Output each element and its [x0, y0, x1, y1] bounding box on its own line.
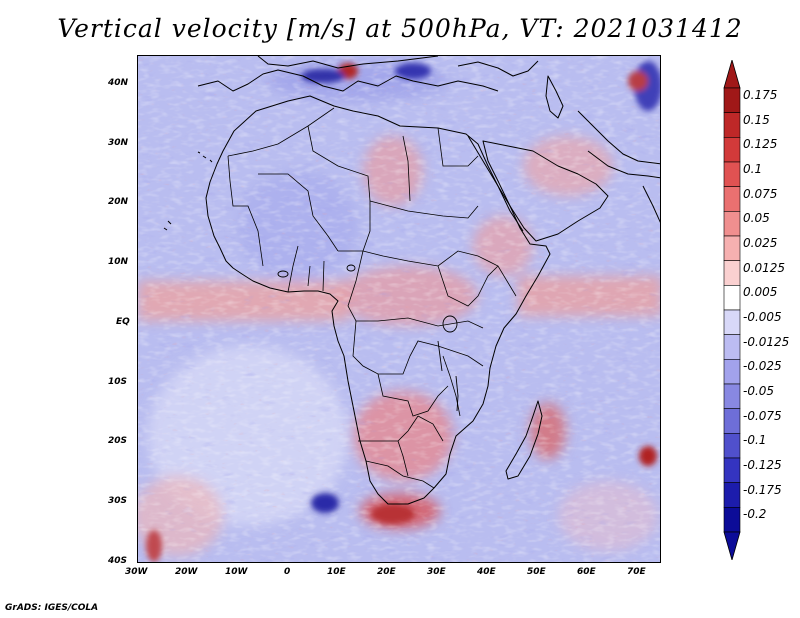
colorbar-swatch	[723, 408, 741, 434]
colorbar-swatch	[723, 186, 741, 212]
colorbar-swatch	[723, 285, 741, 311]
lon-tick-10w: 10W	[225, 567, 248, 577]
colorbar-label: -0.025	[743, 359, 782, 374]
colorbar-label: 0.025	[743, 236, 778, 250]
colorbar-swatch	[723, 507, 741, 533]
colorbar-top-arrow	[723, 60, 741, 89]
lakes	[277, 264, 459, 412]
lat-tick-30n: 30N	[108, 138, 129, 148]
colorbar-swatch	[723, 235, 741, 261]
colorbar-swatch	[723, 260, 741, 286]
colorbar-bottom-arrow	[723, 531, 741, 560]
map-canvas	[138, 56, 660, 562]
colorbar-label: 0.0125	[743, 260, 785, 275]
lon-tick-10e: 10E	[327, 567, 346, 577]
colorbar-label: -0.075	[743, 408, 782, 423]
lon-tick-70e: 70E	[627, 567, 646, 577]
coastlines	[163, 56, 660, 505]
lon-tick-60e: 60E	[577, 567, 596, 577]
colorbar-label: -0.2	[743, 507, 767, 522]
colorbar-label: 0.15	[743, 112, 770, 127]
footer-credit: GrADS: IGES/COLA	[5, 603, 99, 613]
colorbar-swatch	[723, 161, 741, 187]
colorbar-swatch	[723, 309, 741, 335]
colorbar-label: 0.075	[743, 186, 778, 201]
colorbar-label: 0.1	[743, 162, 763, 176]
lat-tick-20n: 20N	[108, 197, 129, 207]
colorbar-swatch	[723, 482, 741, 508]
colorbar-swatch	[723, 137, 741, 163]
country-borders	[227, 107, 517, 489]
colorbar-label: 0.05	[743, 211, 770, 226]
colorbar-swatch	[723, 383, 741, 409]
colorbar	[723, 60, 741, 560]
velocity-map	[137, 55, 661, 563]
lon-tick-0: 0	[284, 567, 291, 577]
colorbar-label: -0.0125	[743, 334, 790, 349]
colorbar-swatch	[723, 87, 741, 113]
lon-tick-40e: 40E	[477, 567, 496, 577]
colorbar-label: 0.005	[743, 285, 778, 300]
lat-tick-20s: 20S	[108, 436, 128, 446]
colorbar-label: 0.125	[743, 137, 778, 152]
colorbar-label: -0.005	[743, 310, 782, 324]
lon-tick-30w: 30W	[125, 567, 148, 577]
lon-tick-30e: 30E	[427, 567, 446, 577]
lat-tick-eq: EQ	[116, 317, 130, 327]
lat-tick-40n: 40N	[108, 78, 129, 88]
chart-title: Vertical velocity [m/s] at 500hPa, VT: 2…	[57, 14, 743, 43]
colorbar-swatch	[723, 433, 741, 459]
colorbar-swatch	[723, 334, 741, 360]
colorbar-label: 0.175	[743, 88, 778, 102]
colorbar-label: -0.1	[743, 433, 767, 448]
colorbar-swatch	[723, 112, 741, 138]
lat-tick-10n: 10N	[108, 257, 129, 267]
colorbar-swatch	[723, 457, 741, 483]
lat-tick-30s: 30S	[108, 496, 128, 506]
lon-tick-20w: 20W	[175, 567, 198, 577]
colorbar-label: -0.05	[743, 384, 775, 398]
colorbar-swatch	[723, 211, 741, 237]
colorbar-label: -0.125	[743, 458, 782, 472]
colorbar-label: -0.175	[743, 482, 782, 497]
lat-tick-40s: 40S	[108, 556, 128, 566]
lon-tick-20e: 20E	[377, 567, 396, 577]
colorbar-swatch	[723, 359, 741, 385]
lon-tick-50e: 50E	[527, 567, 546, 577]
texture-white	[138, 56, 660, 562]
lat-tick-10s: 10S	[108, 377, 128, 387]
